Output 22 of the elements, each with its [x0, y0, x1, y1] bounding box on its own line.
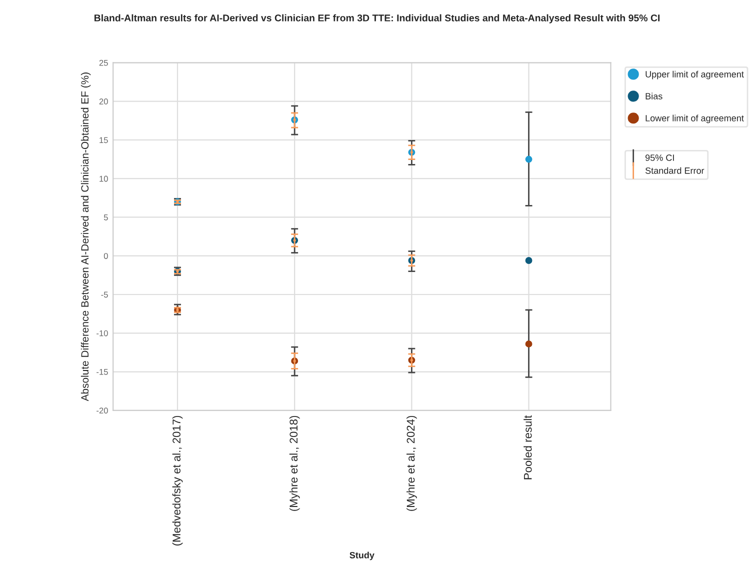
chart-title: Bland-Altman results for AI-Derived vs Clinician EF from 3D TTE: Individual Studies and Meta-Analysed Result with 95% CI [94, 14, 660, 24]
y-tick-label: -20 [96, 408, 108, 414]
legend-label: Upper limit of agreement [646, 70, 744, 80]
legend-label: Bias [646, 92, 662, 100]
x-axis-title: Study [350, 552, 374, 560]
y-tick-label: -15 [96, 369, 108, 375]
y-tick-label: 20 [99, 98, 108, 104]
x-tick-label: (Myhre et al., 2018) [289, 416, 300, 511]
y-tick-label: -10 [96, 330, 108, 336]
y-tick-label: 25 [99, 60, 108, 66]
y-tick-label: 5 [104, 214, 108, 220]
x-tick-label: (Myhre et al., 2024) [406, 416, 417, 511]
text: 95% CI [645, 154, 674, 161]
y-tick-label: -5 [101, 292, 108, 298]
y-axis-title: Absolute Difference Between AI-Derived and Clinician-Obtained EF (%) [80, 72, 91, 402]
x-tick-label: Pooled result [524, 415, 532, 480]
y-tick-label: 10 [100, 176, 108, 182]
legend-label: Lower limit of agreement [646, 114, 744, 124]
x-tick-label: (Medvedofsky et al., 2017) [172, 416, 183, 546]
legend-label: Standard Error [645, 167, 704, 174]
y-tick-label: 0 [104, 253, 108, 259]
y-tick-label: 15 [100, 137, 108, 144]
